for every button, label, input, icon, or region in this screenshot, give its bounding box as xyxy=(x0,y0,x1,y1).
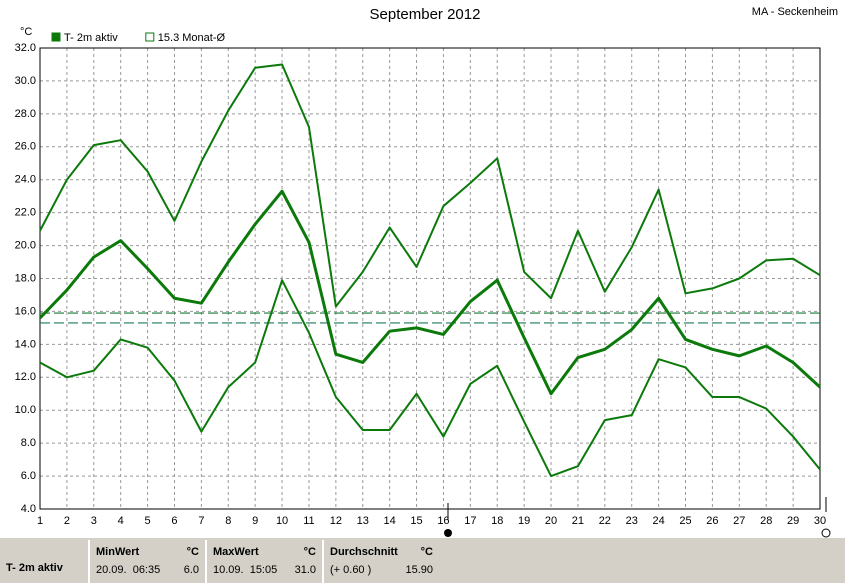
stats-unit: °C xyxy=(420,546,433,558)
stats-value: 6.0 xyxy=(183,564,199,576)
y-tick-label: 16.0 xyxy=(15,305,36,317)
legend-label: T- 2m aktiv xyxy=(64,32,118,44)
y-tick-label: 6.0 xyxy=(21,470,36,482)
x-tick-label: 13 xyxy=(357,515,369,527)
x-tick-label: 28 xyxy=(760,515,772,527)
y-tick-label: 12.0 xyxy=(15,371,36,383)
x-tick-label: 3 xyxy=(91,515,97,527)
y-unit: °C xyxy=(20,26,32,38)
x-tick-label: 5 xyxy=(145,515,151,527)
x-tick-label: 19 xyxy=(518,515,530,527)
chart-title: September 2012 xyxy=(370,6,481,23)
x-tick-label: 6 xyxy=(171,515,177,527)
x-tick-label: 18 xyxy=(491,515,503,527)
x-tick-label: 10 xyxy=(276,515,288,527)
x-tick-label: 14 xyxy=(384,515,396,527)
y-tick-label: 28.0 xyxy=(15,108,36,120)
stats-cell: Durchschnitt °C (+ 0.60 ) 15.90 xyxy=(322,540,439,583)
x-tick-label: 15 xyxy=(410,515,422,527)
x-tick-label: 26 xyxy=(706,515,718,527)
x-tick-label: 30 xyxy=(814,515,826,527)
x-tick-label: 1 xyxy=(37,515,43,527)
stats-unit: °C xyxy=(303,546,316,558)
legend-swatch xyxy=(145,32,155,42)
series-line xyxy=(39,63,821,308)
plot-border xyxy=(39,47,821,510)
y-tick-label: 30.0 xyxy=(15,75,36,87)
series-line xyxy=(39,279,821,478)
x-tick-label: 20 xyxy=(545,515,557,527)
x-tick-label: 11 xyxy=(303,515,314,527)
stats-header: MinWert xyxy=(96,546,140,558)
x-tick-label: 7 xyxy=(198,515,204,527)
legend-swatch xyxy=(51,32,61,42)
legend-label: 15.3 Monat-Ø xyxy=(158,32,226,44)
x-tick-label: 25 xyxy=(679,515,691,527)
chart: September 2012 MA - Seckenheim °C 4.0 6.0… xyxy=(15,6,838,538)
station: MA - Seckenheim xyxy=(752,6,838,18)
stats-label: T- 2m aktiv xyxy=(6,562,63,574)
y-tick-label: 4.0 xyxy=(21,503,36,515)
x-tick-label: 23 xyxy=(626,515,638,527)
y-tick-label: 8.0 xyxy=(21,437,36,449)
x-tick-label: 8 xyxy=(225,515,231,527)
stats-detail: 20.09. 06:35 xyxy=(96,564,161,576)
series-line xyxy=(38,189,822,396)
x-tick-label: 17 xyxy=(464,515,476,527)
stats-cell: MinWert °C 20.09. 06:35 6.0 xyxy=(88,540,205,583)
x-tick-label: 27 xyxy=(733,515,745,527)
x-tick-label: 22 xyxy=(599,515,611,527)
x-tick-label: 4 xyxy=(118,515,124,527)
cursor-end-dot xyxy=(821,528,831,538)
x-tick-label: 12 xyxy=(330,515,342,527)
y-tick-label: 32.0 xyxy=(15,42,36,54)
x-tick-label: 9 xyxy=(252,515,258,527)
stats-value: 31.0 xyxy=(294,564,316,576)
x-tick-label: 21 xyxy=(572,515,584,527)
y-tick-label: 14.0 xyxy=(15,338,36,350)
y-tick-label: 20.0 xyxy=(15,239,36,251)
grid xyxy=(39,47,821,510)
y-tick-label: 22.0 xyxy=(15,207,36,219)
stats-detail: 10.09. 15:05 xyxy=(213,564,278,576)
cursor-dot xyxy=(444,529,452,537)
stats-value: 15.90 xyxy=(405,564,433,576)
stats-detail: (+ 0.60 ) xyxy=(330,564,372,576)
y-tick-label: 26.0 xyxy=(15,141,36,153)
stats-cell: MaxWert °C 10.09. 15:05 31.0 xyxy=(205,540,322,583)
x-tick-label: 24 xyxy=(652,515,664,527)
x-tick-label: 29 xyxy=(787,515,799,527)
stats-panel: T- 2m aktiv MinWert °C 20.09. 06:35 6.0 MaxW… xyxy=(0,538,845,583)
y-tick-label: 24.0 xyxy=(15,174,36,186)
y-tick-label: 18.0 xyxy=(15,272,36,284)
stats-unit: °C xyxy=(186,546,199,558)
x-tick-label: 16 xyxy=(437,515,449,527)
stats-header: Durchschnitt xyxy=(330,546,398,558)
y-tick-label: 10.0 xyxy=(15,404,36,416)
stats-header: MaxWert xyxy=(213,546,259,558)
x-tick-label: 2 xyxy=(64,515,70,527)
